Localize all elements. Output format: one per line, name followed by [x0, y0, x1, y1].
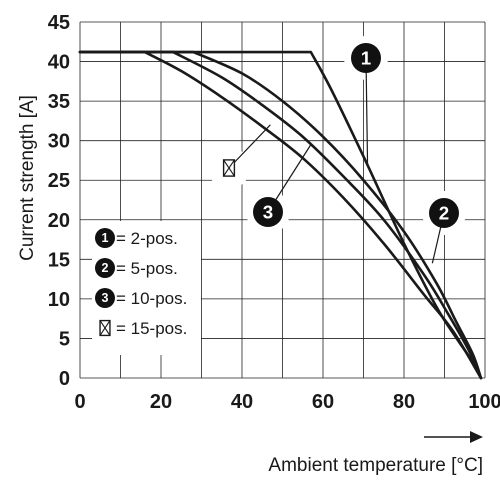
y-tick-label: 5 [59, 328, 70, 350]
badge-circle [429, 198, 459, 228]
badge-number: 2 [439, 202, 449, 223]
y-tick-label: 20 [48, 210, 70, 232]
tick-labels: 0 20 40 60 80 100 0 5 10 15 20 25 30 35 40 45 [48, 12, 500, 413]
badge-number: 3 [263, 201, 273, 222]
x-tick-label: 20 [150, 391, 172, 413]
badge-circle [95, 258, 115, 278]
x-tick-label: 100 [468, 391, 500, 413]
legend: 1 = 2-pos. 2 = 5-pos. 3 = 10-pos. = 15-pos. [92, 221, 201, 355]
curves [78, 50, 483, 380]
badge-number: 3 [102, 291, 109, 305]
x-tick-label: 80 [393, 391, 415, 413]
callout-leader [228, 124, 271, 169]
callout-badge-icon: 2 [429, 198, 459, 228]
series-line-3 [78, 50, 483, 380]
x-axis-label: Ambient temperature [°C] [268, 455, 483, 476]
callout-leader [365, 57, 369, 165]
legend-badge-icon: 2 [95, 258, 115, 278]
y-tick-label: 0 [59, 368, 70, 390]
badge-number: 1 [102, 231, 109, 245]
y-tick-label: 40 [48, 52, 70, 74]
crossed-box-diagonal [223, 159, 235, 177]
legend-badge-icon: 1 [95, 228, 115, 248]
badge-number: 1 [361, 47, 371, 68]
series-line-2 [78, 50, 483, 380]
x-tick-label: 60 [312, 391, 334, 413]
badge-circle [95, 228, 115, 248]
legend-label: = 10-pos. [116, 289, 187, 308]
x-tick-label: 0 [74, 391, 85, 413]
legend-badge-icon: 3 [95, 288, 115, 308]
curve-callouts: 1 2 3 [208, 36, 466, 264]
callout-badge-icon: 1 [351, 43, 381, 73]
legend-label: = 2-pos. [116, 229, 178, 248]
crossed-box-icon [222, 159, 236, 177]
y-tick-label: 35 [48, 91, 70, 113]
y-tick-label: 45 [48, 12, 70, 34]
series-line-4 [78, 50, 483, 380]
y-tick-label: 25 [48, 170, 70, 192]
legend-label: = 5-pos. [116, 259, 178, 278]
badge-circle [253, 197, 283, 227]
x-axis-arrow-icon [424, 431, 483, 443]
legend-crossed-box-icon [99, 319, 111, 337]
callout-badge-icon: 3 [253, 197, 283, 227]
y-axis-label: Current strength [A] [17, 95, 38, 261]
crossed-box-diagonal [99, 320, 111, 336]
x-tick-label: 40 [231, 391, 253, 413]
y-tick-label: 15 [48, 249, 70, 271]
y-tick-label: 10 [48, 289, 70, 311]
badge-number: 2 [102, 261, 109, 275]
badge-circle [95, 288, 115, 308]
legend-label: = 15-pos. [116, 319, 187, 338]
y-tick-label: 30 [48, 131, 70, 153]
badge-circle [351, 43, 381, 73]
